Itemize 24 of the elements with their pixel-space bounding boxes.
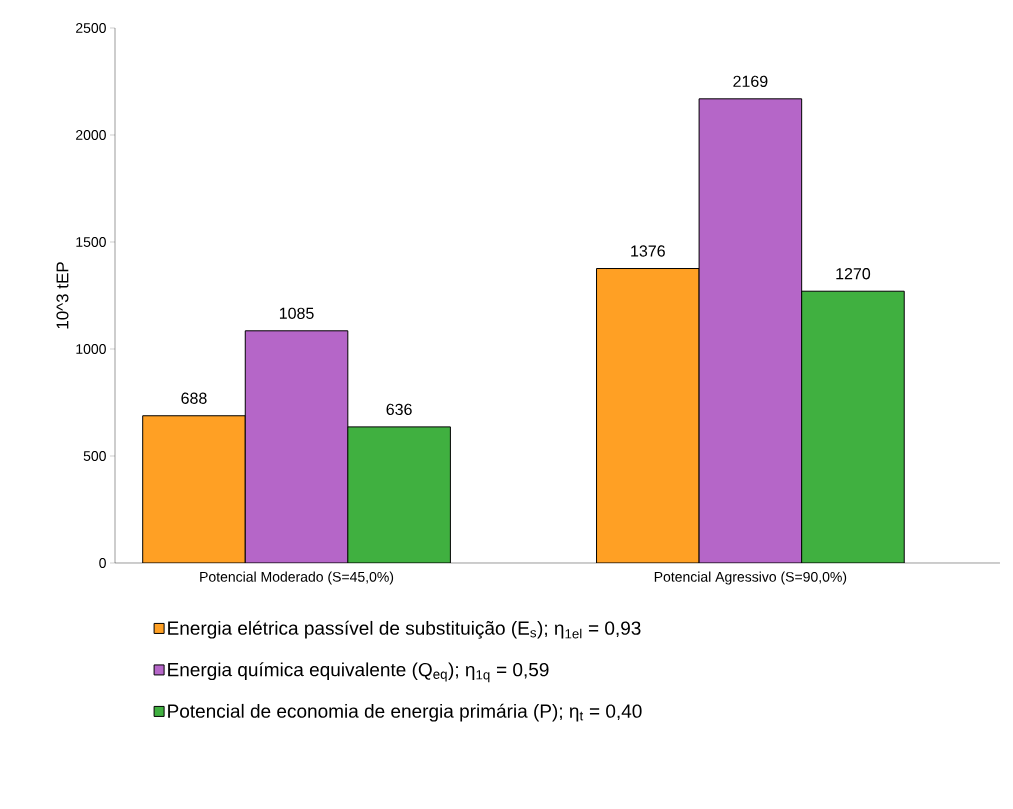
bar: [244, 330, 349, 563]
data-label: 1270: [836, 268, 871, 280]
bar: [142, 415, 246, 563]
legend-label: Energia química equivalente (Q$_{eq}$); η$_{1q}$ = 0,59: [168, 662, 549, 683]
y-tick-label: 2000: [76, 130, 106, 140]
data-label: 1085: [279, 307, 314, 319]
bar: [698, 98, 803, 563]
legend-label: Potencial de economia de energia primária (P); η$_{t}$ = 0,40: [168, 703, 642, 722]
bar: [801, 290, 905, 563]
y-tick-label: 1000: [76, 344, 106, 354]
bar: [347, 426, 451, 563]
data-label: 688: [181, 392, 207, 404]
y-axis-title: 10^3 tEP: [56, 262, 69, 329]
y-tick-label: 0: [99, 558, 106, 568]
legend-label: Energia elétrica passível de substituição (E$_{s}$); η$_{1el}$ = 0,93: [168, 620, 641, 639]
y-tick-label: 1500: [76, 237, 106, 247]
x-tick-label: Potencial Agressivo (S=90,0%): [654, 571, 847, 585]
y-tick-label: 500: [83, 451, 106, 461]
data-label: 1376: [631, 245, 665, 257]
x-tick-label: Potencial Moderado (S=45,0%): [200, 571, 394, 585]
data-label: 636: [386, 403, 412, 416]
data-label: 2169: [733, 75, 768, 87]
bar: [596, 268, 700, 563]
y-tick-label: 2500: [76, 23, 106, 33]
